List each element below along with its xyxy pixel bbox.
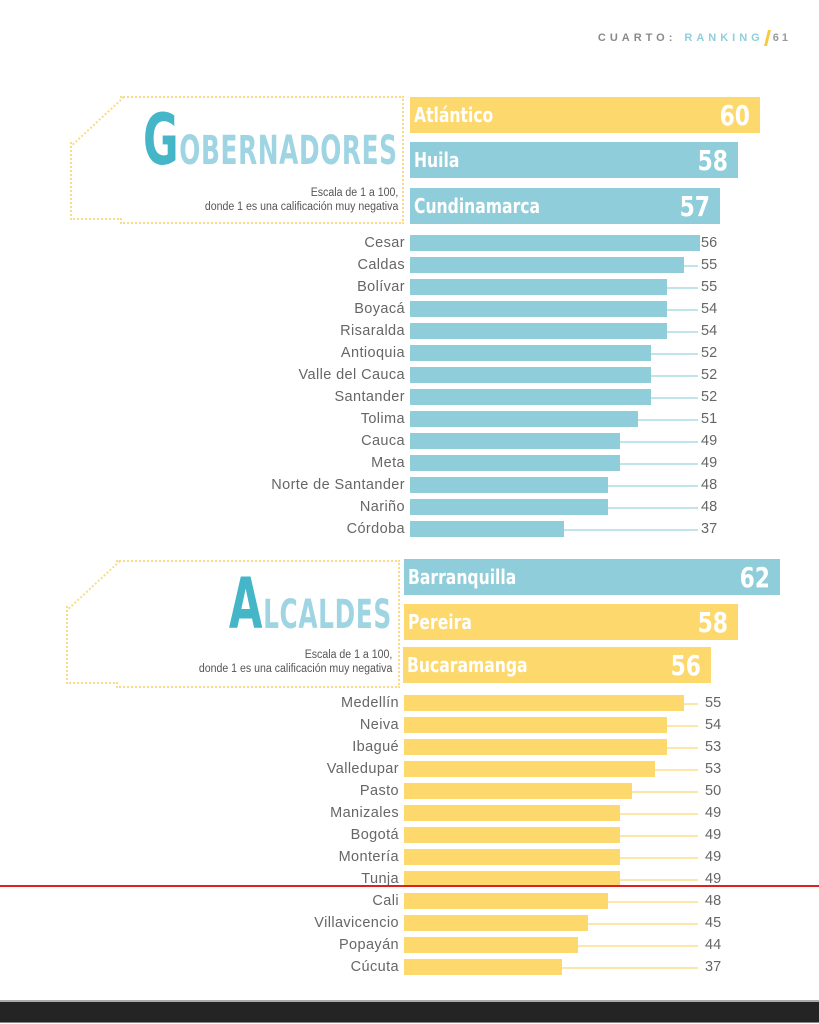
page-number: 61 — [772, 32, 791, 44]
chart-row: Norte de Santander 48 — [271, 477, 718, 493]
bar — [410, 323, 667, 339]
chart-row: Bogotá 49 — [350, 827, 722, 843]
alcaldes-subtitle: Escala de 1 a 100, donde 1 es una califi… — [198, 649, 392, 675]
chart-row: Valle del Cauca 52 — [298, 367, 718, 383]
top-bar-pereira: Pereira 58 — [404, 604, 738, 640]
chart-row: Cauca 49 — [361, 433, 718, 449]
bar — [404, 849, 620, 865]
chart-row: Meta 49 — [371, 455, 718, 471]
chart-row: Neiva 54 — [359, 717, 722, 733]
bar — [404, 805, 620, 821]
section-highlight: RANKING — [684, 32, 764, 44]
bar — [404, 827, 620, 843]
bar — [404, 871, 620, 887]
bar — [404, 761, 655, 777]
gobernadores-subtitle: Escala de 1 a 100, donde 1 es una califi… — [204, 187, 398, 213]
bar — [410, 411, 638, 427]
alcaldes-title: ALCALDES — [229, 563, 392, 645]
chart-row: Córdoba 37 — [346, 521, 718, 537]
alcaldes-chart: Medellín 55 Neiva 54 Ibagué 53 Valledupa… — [0, 692, 819, 982]
bar — [410, 235, 700, 251]
bar — [404, 959, 562, 975]
chart-row: Cali 48 — [372, 893, 722, 909]
top-bar-atlantico: Atlántico 60 — [410, 97, 760, 133]
chart-row: Villavicencio 45 — [314, 915, 722, 931]
bar — [404, 717, 667, 733]
chart-row: Nariño 48 — [359, 499, 718, 515]
chart-row: Manizales 49 — [330, 805, 722, 821]
chart-row: Medellín 55 — [340, 695, 722, 711]
chart-row: Cesar 56 — [364, 235, 718, 251]
bar — [410, 455, 620, 471]
bar — [410, 499, 608, 515]
top-bar-huila: Huila 58 — [410, 142, 738, 178]
chart-row: Antioquia 52 — [340, 345, 718, 361]
bar — [410, 257, 684, 273]
section-label: CUARTO: — [597, 32, 677, 44]
chart-row: Ibagué 53 — [352, 739, 722, 755]
bar — [410, 367, 651, 383]
chart-row: Bolívar 55 — [357, 279, 718, 295]
top-bar-barranquilla: Barranquilla 62 — [404, 559, 780, 595]
gobernadores-title-frame — [70, 96, 404, 224]
bar — [410, 279, 667, 295]
bar — [404, 739, 667, 755]
chart-row: Caldas 55 — [357, 257, 718, 273]
slash-divider — [763, 30, 771, 46]
annotation-line — [0, 885, 819, 887]
chart-row: Santander 52 — [334, 389, 718, 405]
bar — [410, 345, 651, 361]
bar — [404, 893, 608, 909]
bar — [410, 301, 667, 317]
chart-row: Popayán 44 — [338, 937, 722, 953]
page-header: CUARTO: RANKING 61 — [598, 30, 791, 46]
alcaldes-title-frame — [66, 560, 400, 688]
bar — [410, 521, 564, 537]
bar — [410, 433, 620, 449]
bar — [404, 937, 578, 953]
chart-row: Risaralda 54 — [340, 323, 718, 339]
top-bar-bucaramanga: Bucaramanga 56 — [403, 647, 711, 683]
chart-row: Cúcuta 37 — [350, 959, 722, 975]
chart-row: Boyacá 54 — [354, 301, 718, 317]
chart-row: Montería 49 — [338, 849, 722, 865]
bar — [404, 695, 684, 711]
bottom-band — [0, 1000, 819, 1023]
chart-row: Valledupar 53 — [326, 761, 722, 777]
gobernadores-chart: Cesar 56 Caldas 55 Bolívar 55 Boyacá 54 … — [0, 232, 819, 542]
chart-row: Pasto 50 — [359, 783, 722, 799]
bar — [410, 477, 608, 493]
bar — [404, 915, 588, 931]
chart-row: Tolima 51 — [360, 411, 718, 427]
bar — [410, 389, 651, 405]
chart-row: Tunja 49 — [361, 871, 722, 887]
bar — [404, 783, 632, 799]
gobernadores-title: GOBERNADORES — [143, 99, 398, 181]
top-bar-cundinamarca: Cundinamarca 57 — [410, 188, 720, 224]
